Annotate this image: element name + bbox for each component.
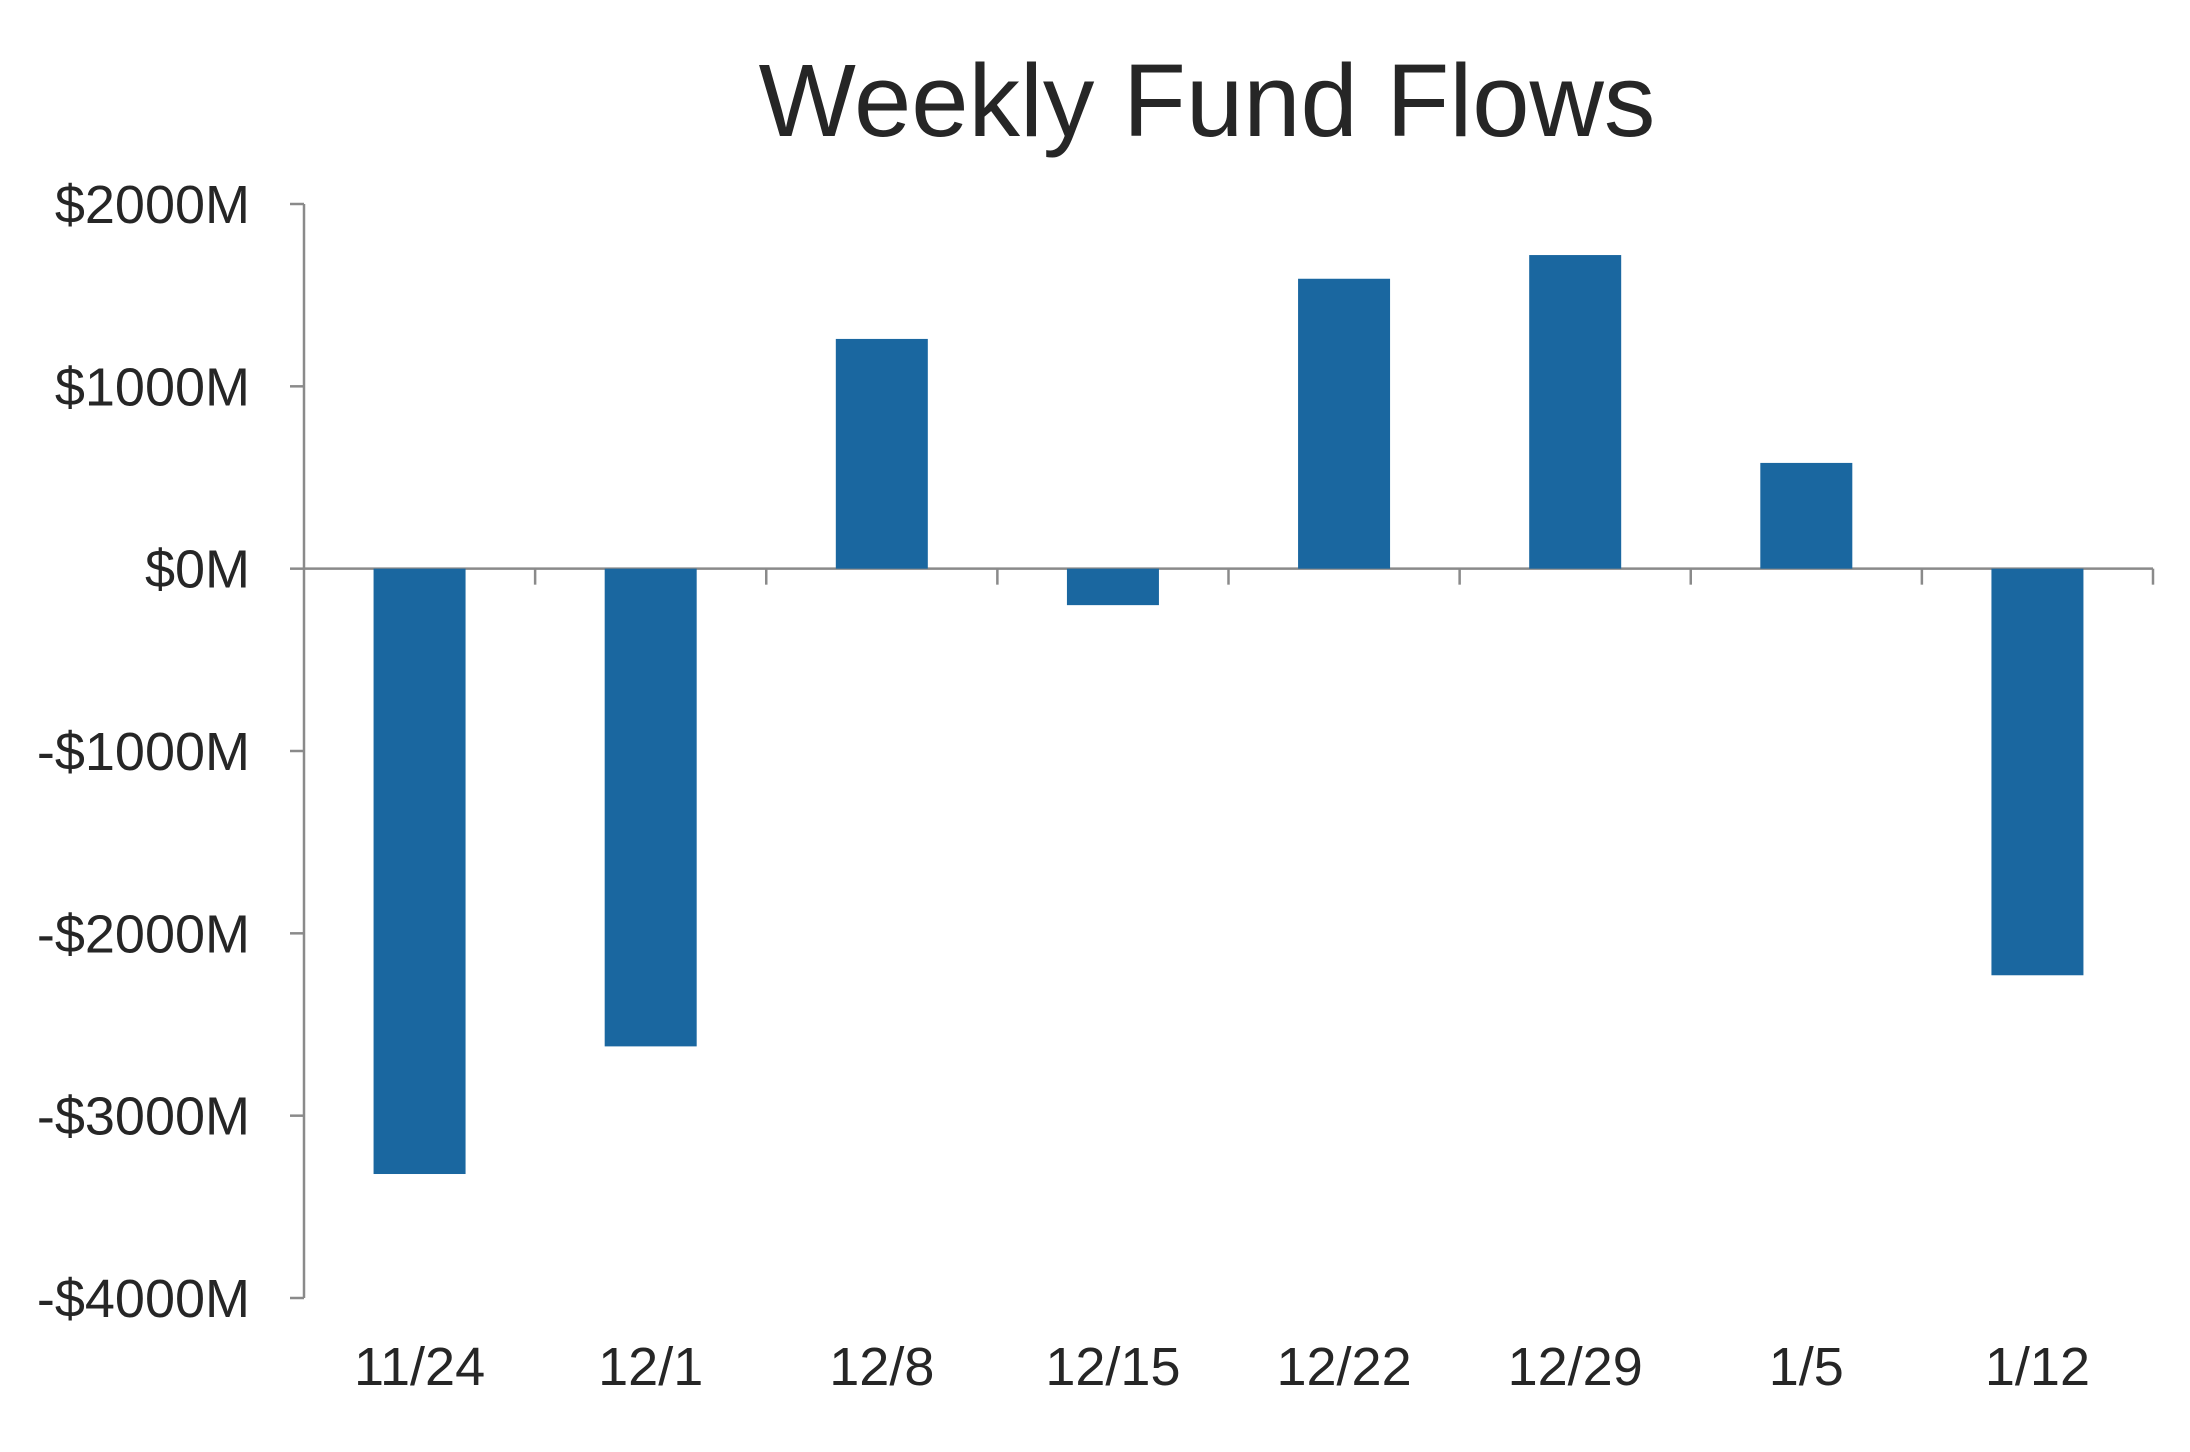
x-tick-label: 12/15 (1045, 1337, 1180, 1397)
x-tick-label: 12/8 (829, 1337, 934, 1397)
y-axis: $2000M $1000M $0M -$1000M -$2000M -$3000M -$40… (37, 175, 306, 1329)
bar-12-8 (835, 338, 928, 569)
y-tick-label: -$2000M (37, 904, 250, 964)
y-tick-label: -$3000M (37, 1087, 250, 1147)
bar-11-24 (373, 568, 466, 1175)
x-tick-label: 12/29 (1508, 1337, 1643, 1397)
bar-12-15 (1066, 568, 1159, 606)
y-tick-label: $0M (145, 540, 250, 600)
x-tick-label: 12/1 (598, 1337, 703, 1397)
bar-1-12 (1991, 568, 2084, 976)
x-tick-label: 1/5 (1769, 1337, 1844, 1397)
chart-title: Weekly Fund Flows (759, 43, 1656, 158)
x-tick-label: 12/22 (1276, 1337, 1411, 1397)
y-tick-label: $2000M (55, 175, 250, 235)
bar-series (373, 255, 2084, 1175)
y-tick-label: $1000M (55, 357, 250, 417)
bar-12-29 (1529, 255, 1622, 569)
x-tick-label: 1/12 (1985, 1337, 2090, 1397)
bar-12-22 (1298, 278, 1391, 569)
y-tick-label: -$4000M (37, 1269, 250, 1329)
x-tick-label: 11/24 (354, 1337, 485, 1397)
y-tick-label: -$1000M (37, 722, 250, 782)
bar-12-1 (604, 568, 697, 1047)
x-axis: 11/24 12/1 12/8 12/15 12/22 12/29 1/5 1/12 (304, 567, 2155, 1397)
bar-1-5 (1760, 462, 1853, 569)
